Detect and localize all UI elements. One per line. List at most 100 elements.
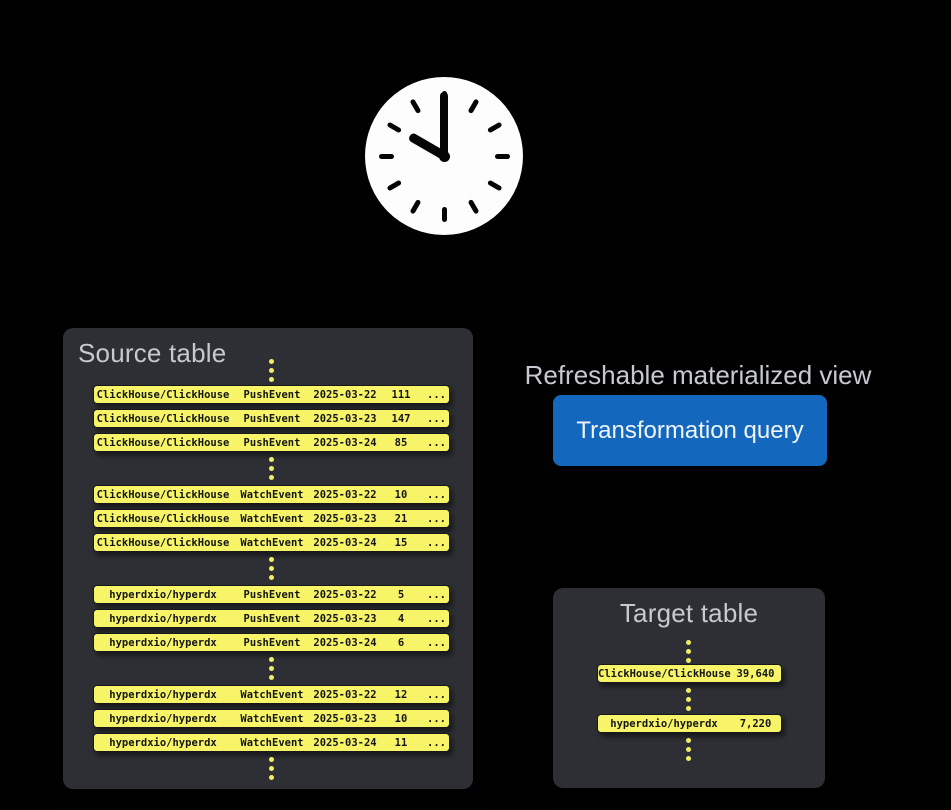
- row-event: PushEvent: [243, 436, 301, 449]
- row-count: 4: [397, 612, 405, 625]
- clock-tick: [486, 121, 502, 133]
- row-count: 111: [391, 388, 411, 401]
- materialized-view-label: Refreshable materialized view: [524, 360, 872, 390]
- row-date: 2025-03-24: [313, 736, 377, 749]
- clock-tick: [378, 153, 394, 159]
- minute-hand: [440, 92, 448, 160]
- clock-tick: [409, 198, 421, 214]
- ellipsis-dots: [686, 640, 691, 645]
- transformation-query-button[interactable]: Transformation query: [553, 395, 827, 466]
- source-row: ClickHouse/ClickHouse PushEvent 2025-03-…: [93, 409, 450, 428]
- row-repo: ClickHouse/ClickHouse: [96, 436, 230, 449]
- target-table-title: Target table: [619, 598, 759, 628]
- clock-tick: [467, 98, 479, 114]
- source-row: ClickHouse/ClickHouse WatchEvent 2025-03…: [93, 485, 450, 504]
- source-row: ClickHouse/ClickHouse WatchEvent 2025-03…: [93, 533, 450, 552]
- row-date: 2025-03-22: [313, 488, 377, 501]
- row-repo: hyperdxio/hyperdx: [610, 717, 718, 730]
- row-event: WatchEvent: [240, 488, 304, 501]
- row-more: ...: [427, 536, 446, 549]
- ellipsis-dots: [269, 359, 274, 364]
- clock-tick: [386, 179, 402, 191]
- row-count: 6: [397, 636, 405, 649]
- source-row: hyperdxio/hyperdx WatchEvent 2025-03-24 …: [93, 733, 450, 752]
- row-count: 10: [394, 712, 408, 725]
- row-date: 2025-03-24: [313, 636, 377, 649]
- row-date: 2025-03-23: [313, 612, 377, 625]
- clock-tick: [409, 98, 421, 114]
- row-repo: ClickHouse/ClickHouse: [96, 512, 230, 525]
- row-count: 15: [394, 536, 408, 549]
- row-more: ...: [427, 412, 446, 425]
- row-repo: hyperdxio/hyperdx: [109, 688, 217, 701]
- row-event: WatchEvent: [240, 712, 304, 725]
- row-event: PushEvent: [243, 612, 301, 625]
- row-more: ...: [427, 488, 446, 501]
- source-table-panel: Source table ClickHouse/ClickHouse PushE…: [63, 328, 473, 789]
- source-row: ClickHouse/ClickHouse WatchEvent 2025-03…: [93, 509, 450, 528]
- row-more: ...: [427, 388, 446, 401]
- row-date: 2025-03-23: [313, 412, 377, 425]
- row-more: ...: [427, 688, 446, 701]
- row-repo: hyperdxio/hyperdx: [109, 712, 217, 725]
- clock-tick: [494, 153, 510, 159]
- source-rows: ClickHouse/ClickHouse PushEvent 2025-03-…: [93, 385, 450, 785]
- row-total: 39,640: [736, 667, 775, 680]
- row-event: PushEvent: [243, 588, 301, 601]
- clock-tick: [386, 121, 402, 133]
- ellipsis-dots: [269, 457, 274, 462]
- row-count: 21: [394, 512, 408, 525]
- ellipsis-dots: [269, 757, 274, 762]
- row-total: 7,220: [739, 717, 772, 730]
- row-event: PushEvent: [243, 412, 301, 425]
- ellipsis-dots: [269, 557, 274, 562]
- row-event: WatchEvent: [240, 688, 304, 701]
- source-row: hyperdxio/hyperdx PushEvent 2025-03-23 4…: [93, 609, 450, 628]
- row-event: WatchEvent: [240, 536, 304, 549]
- source-row: hyperdxio/hyperdx WatchEvent 2025-03-22 …: [93, 685, 450, 704]
- row-repo: hyperdxio/hyperdx: [109, 588, 217, 601]
- row-more: ...: [427, 736, 446, 749]
- row-event: WatchEvent: [240, 512, 304, 525]
- target-table-panel: Target table ClickHouse/ClickHouse 39,64…: [553, 588, 825, 788]
- source-row: ClickHouse/ClickHouse PushEvent 2025-03-…: [93, 433, 450, 452]
- row-repo: hyperdxio/hyperdx: [109, 636, 217, 649]
- clock-tick: [486, 179, 502, 191]
- clock-center: [438, 150, 450, 162]
- row-repo: hyperdxio/hyperdx: [109, 612, 217, 625]
- row-date: 2025-03-24: [313, 536, 377, 549]
- row-event: PushEvent: [243, 388, 301, 401]
- source-table-title: Source table: [78, 338, 227, 368]
- row-more: ...: [427, 512, 446, 525]
- row-date: 2025-03-23: [313, 512, 377, 525]
- ellipsis-dots: [269, 657, 274, 662]
- row-date: 2025-03-23: [313, 712, 377, 725]
- row-count: 10: [394, 488, 408, 501]
- row-more: ...: [427, 588, 446, 601]
- target-row: hyperdxio/hyperdx 7,220: [597, 714, 782, 733]
- source-row: ClickHouse/ClickHouse PushEvent 2025-03-…: [93, 385, 450, 404]
- source-row: hyperdxio/hyperdx PushEvent 2025-03-24 6…: [93, 633, 450, 652]
- row-count: 11: [394, 736, 408, 749]
- row-repo: hyperdxio/hyperdx: [109, 736, 217, 749]
- row-repo: ClickHouse/ClickHouse: [598, 667, 731, 680]
- clock-tick: [467, 198, 479, 214]
- source-row: hyperdxio/hyperdx PushEvent 2025-03-22 5…: [93, 585, 450, 604]
- row-count: 85: [394, 436, 408, 449]
- source-row: hyperdxio/hyperdx WatchEvent 2025-03-23 …: [93, 709, 450, 728]
- row-more: ...: [427, 636, 446, 649]
- row-date: 2025-03-22: [313, 688, 377, 701]
- row-count: 5: [397, 588, 405, 601]
- ellipsis-dots: [686, 738, 691, 743]
- clock-icon: [365, 77, 523, 235]
- row-more: ...: [427, 612, 446, 625]
- row-count: 12: [394, 688, 408, 701]
- row-repo: ClickHouse/ClickHouse: [96, 536, 230, 549]
- row-repo: ClickHouse/ClickHouse: [96, 412, 230, 425]
- row-repo: ClickHouse/ClickHouse: [96, 488, 230, 501]
- target-row: ClickHouse/ClickHouse 39,640: [597, 664, 782, 683]
- row-event: PushEvent: [243, 636, 301, 649]
- row-count: 147: [391, 412, 411, 425]
- row-event: WatchEvent: [240, 736, 304, 749]
